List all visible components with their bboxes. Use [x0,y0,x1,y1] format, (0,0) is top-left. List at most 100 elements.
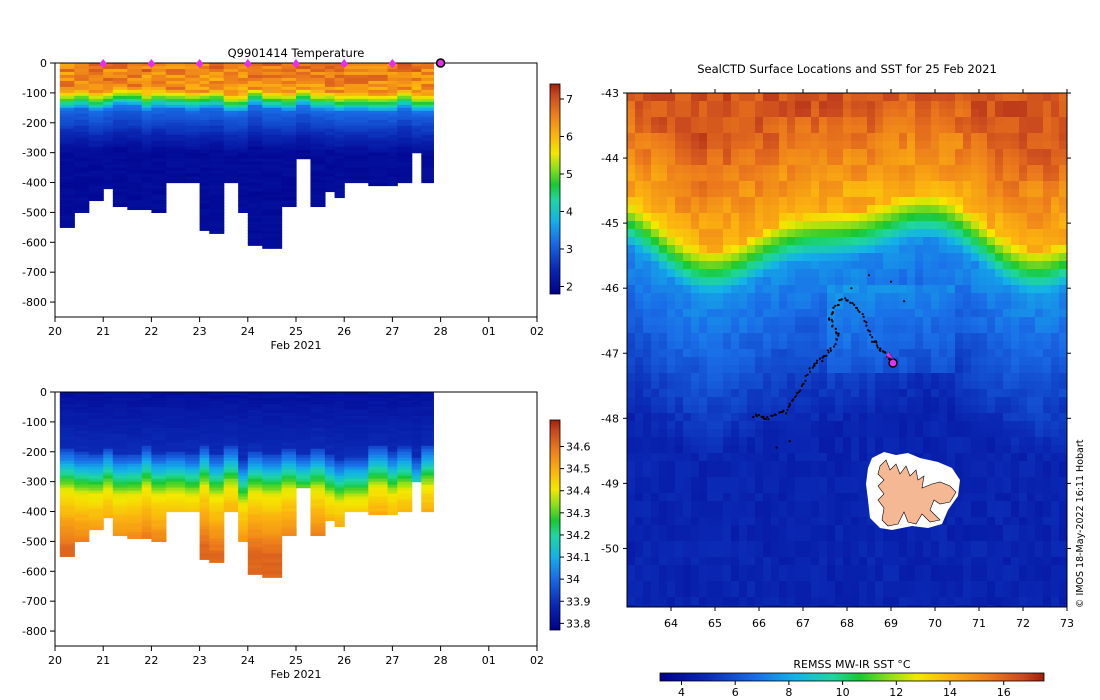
sst-cell [779,189,788,198]
section-cell [199,203,210,208]
section-cell [74,484,90,489]
sst-cell [643,165,652,174]
sst-cell [795,365,804,374]
sst-cell [715,93,724,102]
section-cell [151,182,167,187]
sst-cell [1011,205,1020,214]
section-cell [324,499,336,504]
section-cell [281,119,297,124]
sst-cell [659,413,668,422]
sst-cell [859,277,868,286]
sst-cell [923,109,932,118]
sst-cell [827,197,836,206]
sst-cell [683,229,692,238]
sst-cell [971,421,980,430]
section-cell [209,514,225,519]
section-cell [247,445,263,450]
section-cell [127,436,143,441]
sst-cell [971,157,980,166]
section-cell [324,92,336,97]
section-cell [199,194,210,199]
section-cell [281,394,297,399]
section-cell [238,526,249,531]
section-cell [247,152,263,157]
section-cell [74,83,90,88]
sst-cell [683,197,692,206]
sst-cell [835,253,844,262]
sst-cell [731,221,740,230]
section-cell [88,116,104,121]
sst-cell [811,125,820,134]
sst-cell [683,381,692,390]
section-cell [262,490,283,495]
sst-cell [819,173,828,182]
sst-cell [843,189,852,198]
sst-cell [931,261,940,270]
sst-cell [659,157,668,166]
section-cell [223,152,239,157]
sst-cell [763,421,772,430]
section-cell [387,418,398,423]
section-cell [209,101,225,106]
section-cell [199,526,210,531]
section-cell [151,442,167,447]
section-cell [281,200,297,205]
section-cell [209,538,225,543]
temperature-x-axis: 20 21 22 23 24 25 26 27 28 01 02 [48,317,544,338]
sst-cell [907,429,916,438]
section-cell [281,89,297,94]
section-cell [151,185,167,190]
section-cell [397,439,413,444]
section-cell [165,104,186,109]
section-cell [209,116,225,121]
section-cell [185,392,201,396]
section-cell [141,143,152,148]
sst-cell [915,229,924,238]
sst-cell [763,165,772,174]
section-cell [165,74,186,79]
sst-cell [1059,253,1067,262]
sst-cell [867,429,876,438]
sst-cell [787,277,796,286]
sst-cell [1011,325,1020,334]
sst-cell [731,213,740,222]
section-cell [199,436,210,441]
sst-cell [923,237,932,246]
section-cell [324,80,336,85]
sst-cell [1035,325,1044,334]
sst-cell [747,213,756,222]
sst-cell [787,309,796,318]
section-cell [209,164,225,169]
sst-cell [979,125,988,134]
section-cell [334,161,345,166]
section-cell [141,194,152,199]
section-cell [247,526,263,531]
sst-cell [771,429,780,438]
sst-cell [1019,309,1028,318]
sst-cell [787,117,796,126]
sst-cell [651,277,660,286]
section-cell [103,481,114,486]
section-cell [324,185,336,190]
sst-cell [1019,333,1028,342]
section-cell [397,448,413,453]
sst-cell [715,133,724,142]
section-cell [281,520,297,525]
section-cell [185,101,201,106]
section-cell [112,95,128,100]
section-cell [238,203,249,208]
section-cell [103,493,114,498]
section-cell [397,107,413,112]
sst-cell [859,205,868,214]
section-cell [151,128,167,133]
sst-cell [699,253,708,262]
sst-cell [955,277,964,286]
sst-cell [1019,109,1028,118]
section-cell [223,83,239,88]
section-cell [165,442,186,447]
sst-cell [1027,381,1036,390]
sst-cell [803,421,812,430]
sst-cell [715,293,724,302]
sst-cell [707,93,716,102]
section-cell [165,167,186,172]
